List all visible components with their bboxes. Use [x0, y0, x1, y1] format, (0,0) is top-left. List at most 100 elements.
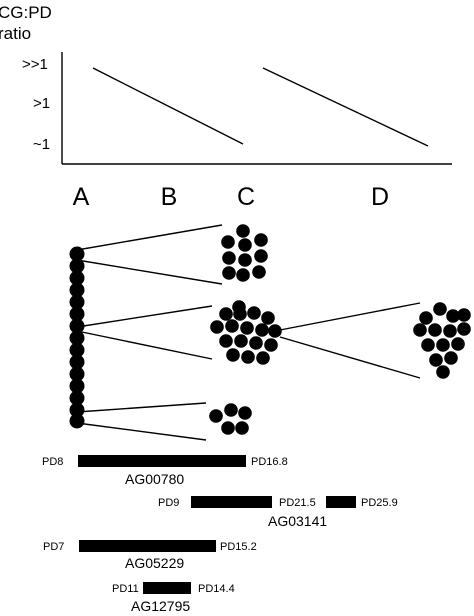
- pd-start-label: PD9: [158, 497, 179, 509]
- cell-dot: [241, 350, 255, 364]
- pd-end-label: PD14.4: [198, 583, 235, 595]
- cell-dot: [69, 354, 85, 370]
- cell-dot: [457, 308, 471, 322]
- cell-dot: [69, 390, 85, 406]
- y-tick-approx-1: ~1: [33, 136, 50, 153]
- cell-dot: [421, 338, 435, 352]
- y-axis-title-line1: CG:PD: [0, 3, 52, 22]
- cell-dot: [268, 324, 282, 338]
- cell-dot: [221, 235, 235, 249]
- cell-dot: [247, 306, 261, 320]
- cell-dot: [209, 409, 223, 423]
- stage-c-top-cluster: [221, 224, 268, 282]
- cell-dot: [436, 365, 450, 379]
- ratio-plot: CG:PD ratio >>1 >1 ~1: [0, 3, 452, 165]
- cell-dot: [69, 270, 85, 286]
- cell-dot: [255, 323, 269, 337]
- cell-dot: [69, 342, 85, 358]
- pd-range-bar: [191, 496, 272, 508]
- cell-dot: [235, 421, 249, 435]
- cell-dot: [222, 251, 236, 265]
- bar-ag05229: PD7 PD15.2 AG05229: [43, 540, 257, 571]
- cell-dot: [69, 402, 85, 418]
- pd-start-label: PD7: [43, 541, 64, 553]
- expansion-lines: [76, 224, 421, 441]
- stage-label-a: A: [73, 183, 90, 211]
- stage-label-d: D: [371, 183, 389, 211]
- cell-dot: [428, 323, 442, 337]
- pd-end-label: PD25.9: [361, 497, 398, 509]
- cell-dot: [238, 238, 252, 252]
- cell-dot: [219, 334, 233, 348]
- pd-range-bar: [79, 540, 216, 552]
- cell-dot: [226, 348, 240, 362]
- ratio-decline-line-c-to-d: [262, 67, 429, 147]
- cell-dot: [451, 337, 465, 351]
- cell-line-label: AG05229: [125, 555, 184, 571]
- cone-line-bottom-lower: [76, 422, 207, 441]
- cell-dot: [429, 353, 443, 367]
- cell-dot: [69, 306, 85, 322]
- cell-dot: [221, 421, 235, 435]
- stage-c-middle-cluster: [210, 300, 282, 365]
- cell-dot: [69, 294, 85, 310]
- pd-range-bar: [143, 582, 191, 594]
- cell-dot: [69, 413, 85, 429]
- bar-ag03141: PD9 PD21.5 PD25.9 AG03141: [158, 496, 398, 529]
- stage-c-bottom-cluster: [209, 403, 252, 435]
- cone-line-middle-upper: [76, 305, 213, 328]
- population-doubling-bars: PD8 PD16.8 AG00780 PD9 PD21.5 PD25.9 AG0…: [42, 455, 398, 614]
- y-axis-title-line2: ratio: [0, 24, 31, 43]
- cell-dot: [225, 319, 239, 333]
- cell-dot: [236, 268, 250, 282]
- cell-dot: [444, 351, 458, 365]
- cell-dot: [256, 351, 270, 365]
- cell-dot: [436, 338, 450, 352]
- cell-dot: [210, 320, 224, 334]
- cell-dot: [419, 311, 433, 325]
- cell-dot: [69, 330, 85, 346]
- cone-line-far-lower: [279, 336, 421, 379]
- pd-end-label: PD16.8: [251, 456, 288, 468]
- cell-dot: [69, 282, 85, 298]
- cell-dot: [69, 366, 85, 382]
- stage-a-cell-column: [69, 246, 85, 429]
- pd-end-label: PD15.2: [220, 541, 257, 553]
- cell-line-label: AG00780: [125, 471, 184, 487]
- stage-d-cluster: [413, 302, 471, 379]
- pd-range-bar: [78, 455, 246, 467]
- cell-dot: [446, 309, 460, 323]
- cell-dot: [240, 321, 254, 335]
- pd-start-label: PD8: [42, 456, 63, 468]
- clonal-expansion-diagram: [69, 224, 471, 441]
- cell-dot: [69, 318, 85, 334]
- cell-dot: [69, 378, 85, 394]
- cell-dot: [233, 307, 247, 321]
- cone-line-top-upper: [76, 224, 223, 251]
- cell-dot: [224, 403, 238, 417]
- cone-line-far-upper: [279, 302, 421, 331]
- cell-line-label: AG12795: [131, 598, 190, 614]
- cell-dot: [443, 324, 457, 338]
- stage-label-b: B: [161, 183, 178, 211]
- cell-dot: [254, 249, 268, 263]
- cell-dot: [252, 265, 266, 279]
- pd-start-label: PD11: [112, 583, 139, 595]
- cell-dot: [69, 258, 85, 274]
- cone-line-bottom-upper: [76, 402, 207, 413]
- cell-dot: [234, 334, 248, 348]
- cone-line-middle-lower: [76, 330, 213, 360]
- cell-dot: [261, 311, 275, 325]
- cell-dot: [238, 253, 252, 267]
- cell-dot: [433, 302, 447, 316]
- cell-dot: [264, 338, 278, 352]
- ratio-decline-line-a-to-c: [92, 67, 244, 145]
- cell-line-label: AG03141: [268, 513, 327, 529]
- cone-line-top-lower: [76, 259, 223, 285]
- bar-ag00780: PD8 PD16.8 AG00780: [42, 455, 288, 487]
- y-tick-much-greater-than-1: >>1: [22, 56, 48, 73]
- cell-dot: [69, 246, 85, 262]
- stage-labels: A B C D: [73, 183, 389, 211]
- pd-mid-label: PD21.5: [279, 497, 316, 509]
